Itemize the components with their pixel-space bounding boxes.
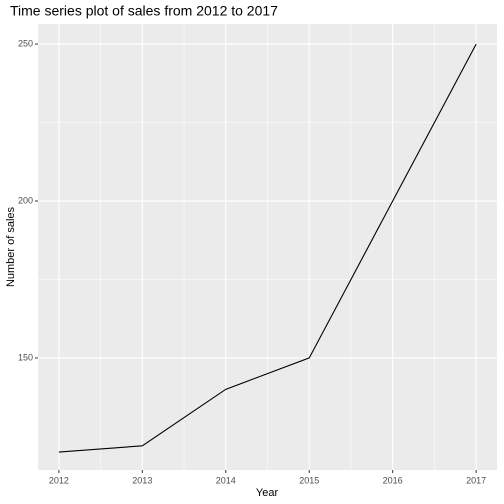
- grid: [38, 24, 497, 470]
- x-tick-label: 2017: [466, 475, 486, 485]
- x-axis-label: Year: [256, 487, 279, 499]
- line: [58, 43, 477, 453]
- y-tick-label: 150: [18, 352, 33, 362]
- y-axis-label: Number of sales: [5, 206, 17, 287]
- x-tick-label: 2014: [216, 475, 236, 485]
- x-tick-label: 2012: [49, 475, 69, 485]
- y-tick-label: 200: [18, 195, 33, 205]
- y-tick-label: 250: [18, 38, 33, 48]
- x-tick-label: 2015: [299, 475, 319, 485]
- x-tick-label: 2013: [132, 475, 152, 485]
- x-tick-label: 2016: [383, 475, 403, 485]
- chart-title: Time series plot of sales from 2012 to 2…: [10, 3, 278, 19]
